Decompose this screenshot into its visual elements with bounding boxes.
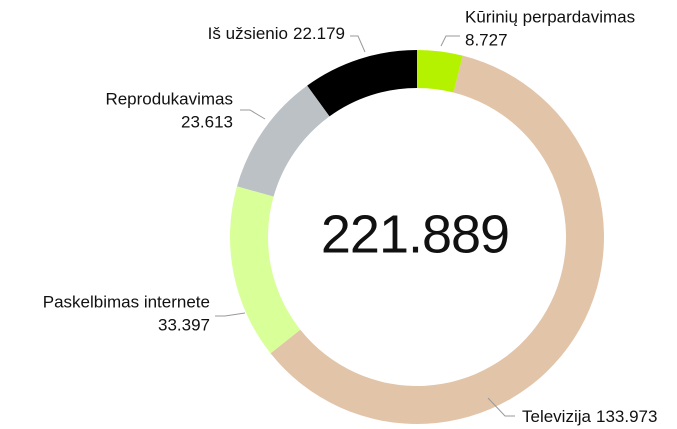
segment-value: 22.179 — [293, 24, 345, 43]
segment-value: 8.727 — [465, 30, 508, 49]
segment-name: Televizija — [522, 407, 592, 426]
donut-segment — [236, 85, 330, 197]
segment-label: Kūrinių perpardavimas — [465, 7, 635, 26]
total: 221.889 — [321, 204, 509, 264]
donut-segment — [229, 186, 301, 354]
leader-lines — [215, 35, 515, 417]
leader-line — [350, 35, 366, 53]
segment-label: Reprodukavimas — [105, 89, 233, 108]
leader-line — [440, 35, 460, 47]
segment-value: 133.973 — [596, 407, 657, 426]
segment-name: Iš užsienio — [208, 24, 288, 43]
segment-label: Televizija 133.973 — [522, 407, 657, 426]
donut-segment — [417, 50, 463, 93]
segment-value: 33.397 — [158, 315, 210, 334]
segment-label: Iš užsienio 22.179 — [208, 24, 345, 43]
donut-segment — [307, 49, 417, 117]
segment-value: 23.613 — [181, 112, 233, 131]
segment-label: Paskelbimas internete — [43, 292, 210, 311]
leader-line — [487, 397, 515, 417]
leader-line — [215, 312, 246, 317]
leader-line — [240, 109, 266, 120]
